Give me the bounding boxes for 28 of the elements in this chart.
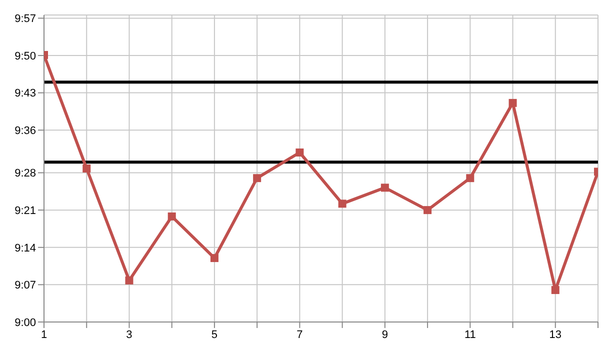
- y-tick-label: 9:28: [14, 168, 36, 180]
- x-tick-label: 1: [40, 328, 48, 341]
- point: [338, 200, 346, 208]
- point: [168, 212, 176, 220]
- point: [551, 286, 560, 294]
- y-tick-label: 9:50: [14, 50, 36, 62]
- x-tick-label: 5: [211, 328, 218, 341]
- x-tick-label: 7: [296, 328, 303, 341]
- y-tick-label: 9:57: [14, 13, 36, 26]
- y-tick-label: 9:14: [14, 242, 36, 254]
- point: [296, 148, 304, 157]
- point: [253, 174, 262, 182]
- y-tick-label: 9:21: [14, 204, 36, 217]
- y-tick-label: 9:07: [14, 280, 36, 292]
- point: [82, 164, 91, 172]
- point: [424, 206, 432, 214]
- point: [466, 174, 474, 182]
- point: [508, 98, 517, 107]
- y-tick-label: 9:36: [14, 125, 36, 138]
- y-tick-label: 9:43: [14, 88, 36, 100]
- y-tick-label: 9:00: [14, 316, 36, 329]
- point: [210, 254, 218, 262]
- x-tick-label: 11: [464, 328, 476, 341]
- x-tick-label: 13: [549, 328, 562, 341]
- point: [125, 276, 134, 284]
- x-tick-label: 9: [382, 328, 388, 341]
- point: [380, 184, 389, 192]
- x-tick-label: 3: [126, 328, 132, 341]
